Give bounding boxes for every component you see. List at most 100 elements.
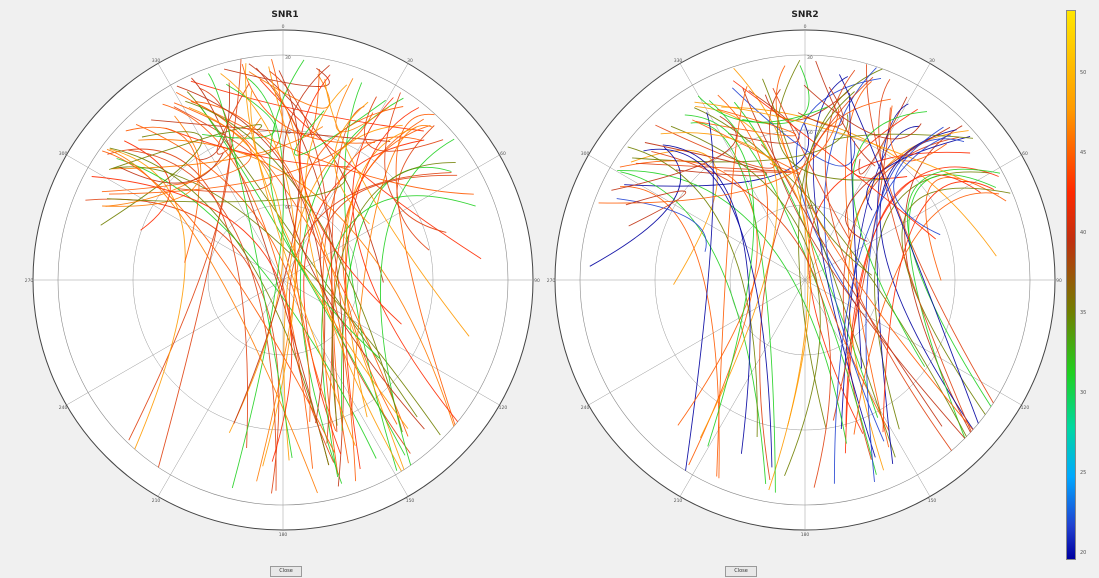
satellite-track	[797, 86, 844, 127]
satellite-track	[241, 63, 376, 144]
satellite-track	[907, 168, 1001, 417]
satellite-track	[364, 96, 444, 152]
close-button[interactable]: Close	[270, 566, 302, 577]
satellite-track	[882, 181, 995, 433]
azimuth-spoke	[157, 63, 284, 281]
satellite-track	[670, 125, 821, 476]
close-button[interactable]: Close	[725, 566, 757, 577]
satellite-track	[879, 129, 1003, 471]
satellite-track	[331, 162, 456, 426]
satellite-track	[324, 78, 470, 337]
satellite-track	[777, 59, 890, 181]
azimuth-tick-label: 120	[499, 405, 508, 411]
satellite-track	[195, 101, 357, 482]
satellite-track	[256, 87, 302, 482]
colorbar-tick-label: 35	[1080, 310, 1087, 316]
satellite-track	[176, 85, 326, 424]
satellite-track	[697, 95, 828, 123]
satellite-track	[216, 82, 250, 155]
satellite-track	[231, 78, 285, 489]
satellite-track	[319, 174, 458, 454]
satellite-track	[805, 91, 873, 276]
azimuth-spoke	[282, 279, 409, 497]
satellite-track	[769, 89, 997, 474]
satellite-track	[876, 103, 909, 464]
satellite-track	[677, 94, 768, 426]
azimuth-tick-label: 30	[407, 58, 413, 64]
satellite-track	[268, 66, 406, 472]
colorbar-tick-label: 30	[1080, 390, 1087, 396]
satellite-track	[716, 86, 748, 477]
satellite-track	[589, 146, 682, 267]
satellite-track	[908, 174, 997, 474]
satellite-track	[762, 78, 896, 458]
satellite-track	[845, 166, 999, 428]
satellite-track	[893, 126, 944, 236]
satellite-track	[208, 73, 293, 458]
satellite-track	[116, 158, 377, 459]
azimuth-tick-label: 0	[282, 24, 285, 30]
satellite-track	[85, 198, 280, 494]
satellite-track	[109, 147, 330, 466]
satellite-track	[341, 166, 452, 431]
satellite-track	[107, 148, 248, 449]
satellite-track	[815, 60, 876, 167]
satellite-track	[350, 125, 433, 416]
satellite-track	[625, 190, 687, 227]
elevation-tick-label: 60	[285, 130, 291, 136]
azimuth-tick-label: 60	[1022, 151, 1028, 157]
satellite-track	[682, 112, 714, 493]
snr1-panel: SNR1 0 30 60 90 120 150 180 210 240 270 300 330 30 60…	[20, 0, 550, 578]
satellite-track	[395, 113, 470, 468]
elevation-tick-label: 30	[285, 55, 291, 61]
satellite-track	[694, 101, 969, 183]
satellite-track	[135, 123, 311, 422]
satellite-track	[289, 172, 452, 463]
satellite-track	[845, 81, 890, 448]
satellite-track	[165, 127, 351, 168]
satellite-track	[250, 89, 356, 446]
azimuth-tick-label: 330	[674, 58, 683, 64]
azimuth-tick-label: 300	[59, 151, 68, 157]
azimuth-tick-label: 180	[801, 532, 810, 538]
satellite-track	[108, 124, 263, 170]
satellite-track	[833, 133, 974, 141]
satellite-track	[125, 126, 200, 263]
satellite-track	[643, 148, 773, 468]
satellite-track	[878, 78, 990, 473]
azimuth-tick-label: 90	[1056, 278, 1062, 284]
satellite-track	[299, 74, 402, 325]
azimuth-spoke	[588, 154, 806, 281]
satellite-track	[598, 108, 840, 204]
satellite-track	[352, 97, 461, 425]
panel-title: SNR1	[271, 10, 299, 20]
azimuth-tick-label: 120	[1021, 405, 1030, 411]
azimuth-tick-label: 0	[804, 24, 807, 30]
satellite-track	[733, 101, 879, 418]
satellite-track	[866, 64, 1007, 426]
satellite-track	[198, 82, 230, 161]
satellite-track	[742, 87, 943, 427]
satellite-track	[662, 144, 751, 454]
satellite-track	[620, 171, 767, 485]
satellite-track	[303, 139, 425, 455]
satellite-tracks	[85, 58, 482, 494]
azimuth-tick-label: 150	[928, 498, 937, 504]
satellite-track	[185, 100, 403, 433]
satellite-track	[198, 104, 406, 456]
satellite-track	[852, 111, 928, 367]
satellite-track	[138, 139, 467, 468]
azimuth-spoke	[804, 154, 1022, 281]
azimuth-spoke	[157, 279, 284, 497]
satellite-track	[611, 115, 737, 191]
satellite-track	[322, 136, 422, 475]
satellite-track	[644, 142, 768, 177]
satellite-track	[708, 100, 877, 475]
satellite-track	[901, 187, 1011, 418]
satellite-track	[824, 69, 959, 460]
azimuth-spoke	[679, 279, 806, 497]
satellite-track	[858, 96, 908, 175]
satellite-track	[294, 99, 386, 156]
